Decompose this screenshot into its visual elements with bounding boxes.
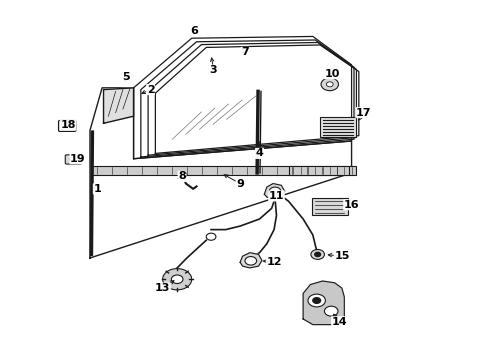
Polygon shape [103, 88, 134, 123]
Text: 8: 8 [178, 171, 186, 181]
Text: 9: 9 [236, 179, 244, 189]
Circle shape [324, 306, 338, 316]
Text: 5: 5 [122, 72, 130, 82]
FancyBboxPatch shape [289, 166, 349, 175]
Circle shape [326, 82, 333, 87]
Polygon shape [303, 281, 344, 325]
FancyBboxPatch shape [320, 117, 356, 138]
Circle shape [245, 257, 257, 265]
Circle shape [269, 187, 281, 195]
Circle shape [163, 269, 192, 290]
Text: 19: 19 [70, 154, 86, 164]
Text: 12: 12 [267, 257, 282, 266]
Circle shape [206, 233, 216, 240]
Text: 18: 18 [60, 120, 76, 130]
FancyBboxPatch shape [93, 166, 356, 175]
Text: 16: 16 [344, 200, 359, 210]
Text: 14: 14 [332, 317, 347, 327]
Circle shape [172, 275, 183, 283]
Text: 1: 1 [94, 184, 101, 194]
Circle shape [180, 172, 187, 177]
Text: 13: 13 [155, 283, 171, 293]
Circle shape [315, 252, 320, 257]
Polygon shape [240, 253, 262, 268]
Text: 11: 11 [269, 191, 284, 201]
Text: 17: 17 [356, 108, 371, 118]
Text: 10: 10 [324, 69, 340, 79]
Text: 2: 2 [147, 85, 154, 95]
FancyBboxPatch shape [65, 155, 82, 164]
Circle shape [308, 294, 325, 307]
Text: 6: 6 [190, 26, 198, 36]
Text: 3: 3 [210, 65, 218, 75]
Text: 15: 15 [334, 251, 349, 261]
Circle shape [63, 123, 71, 129]
Text: 4: 4 [256, 148, 264, 158]
Text: 7: 7 [241, 48, 249, 57]
Circle shape [70, 157, 77, 162]
Polygon shape [265, 184, 285, 198]
Circle shape [311, 249, 324, 260]
Circle shape [313, 298, 320, 303]
FancyBboxPatch shape [58, 121, 76, 131]
FancyBboxPatch shape [312, 198, 348, 215]
Circle shape [321, 78, 339, 91]
